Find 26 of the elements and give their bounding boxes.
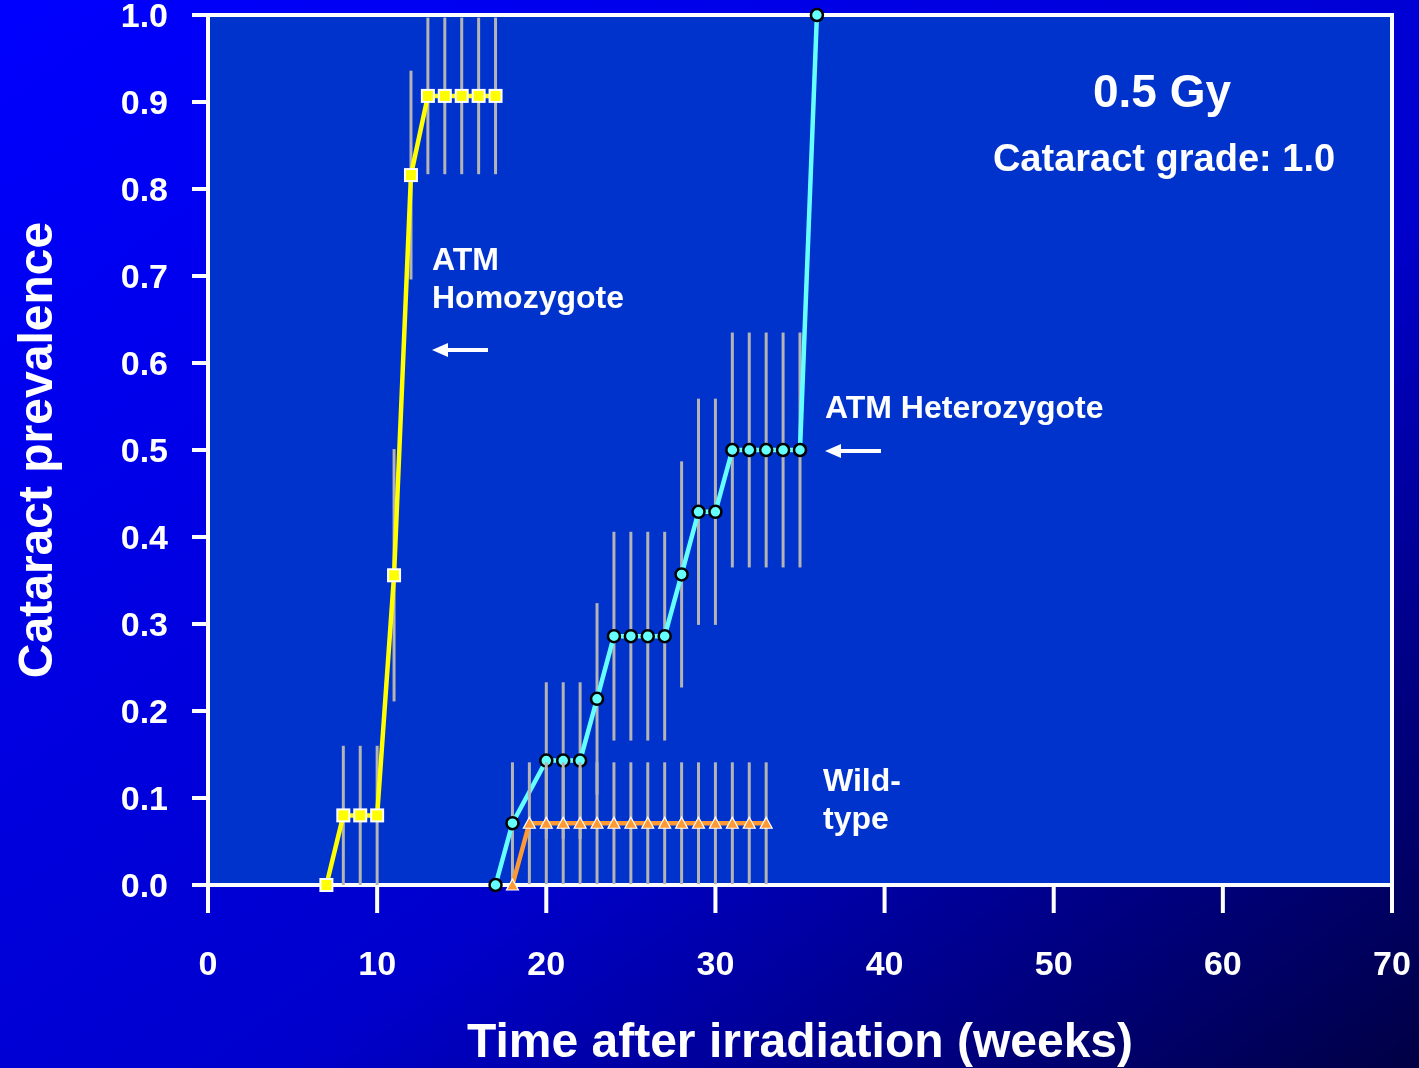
- series-label: Wild-type: [823, 762, 901, 836]
- x-axis-title: Time after irradiation (weeks): [467, 1014, 1133, 1067]
- y-tick-label: 1.0: [120, 0, 168, 34]
- x-tick-label: 70: [1373, 944, 1411, 982]
- series-label: ATM Heterozygote: [825, 389, 1104, 425]
- x-tick-label: 60: [1203, 944, 1242, 982]
- y-tick-label: 0.3: [120, 604, 168, 643]
- y-tick-label: 0.7: [120, 256, 168, 295]
- y-tick-label: 0.5: [120, 430, 168, 469]
- y-tick-label: 0.6: [120, 343, 168, 382]
- annotation: 0.5 Gy: [1092, 65, 1232, 117]
- x-tick-label: 0: [198, 944, 218, 982]
- y-axis-title: Cataract prevalence: [9, 221, 62, 679]
- x-tick-label: 40: [865, 944, 904, 982]
- y-tick-label: 0.4: [120, 517, 169, 556]
- series-label: ATM Homozygote: [432, 241, 624, 315]
- y-tick-label: 0.1: [120, 778, 168, 817]
- x-tick-label: 10: [358, 944, 397, 982]
- y-tick-label: 0.9: [120, 82, 168, 121]
- y-tick-label: 0.2: [120, 691, 168, 730]
- x-tick-label: 50: [1034, 944, 1073, 982]
- x-tick-label: 30: [696, 944, 735, 982]
- y-tick-label: 0.0: [120, 865, 168, 904]
- y-tick-label: 0.8: [120, 169, 168, 208]
- annotation: Cataract grade: 1.0: [992, 137, 1336, 179]
- x-tick-label: 20: [527, 944, 566, 982]
